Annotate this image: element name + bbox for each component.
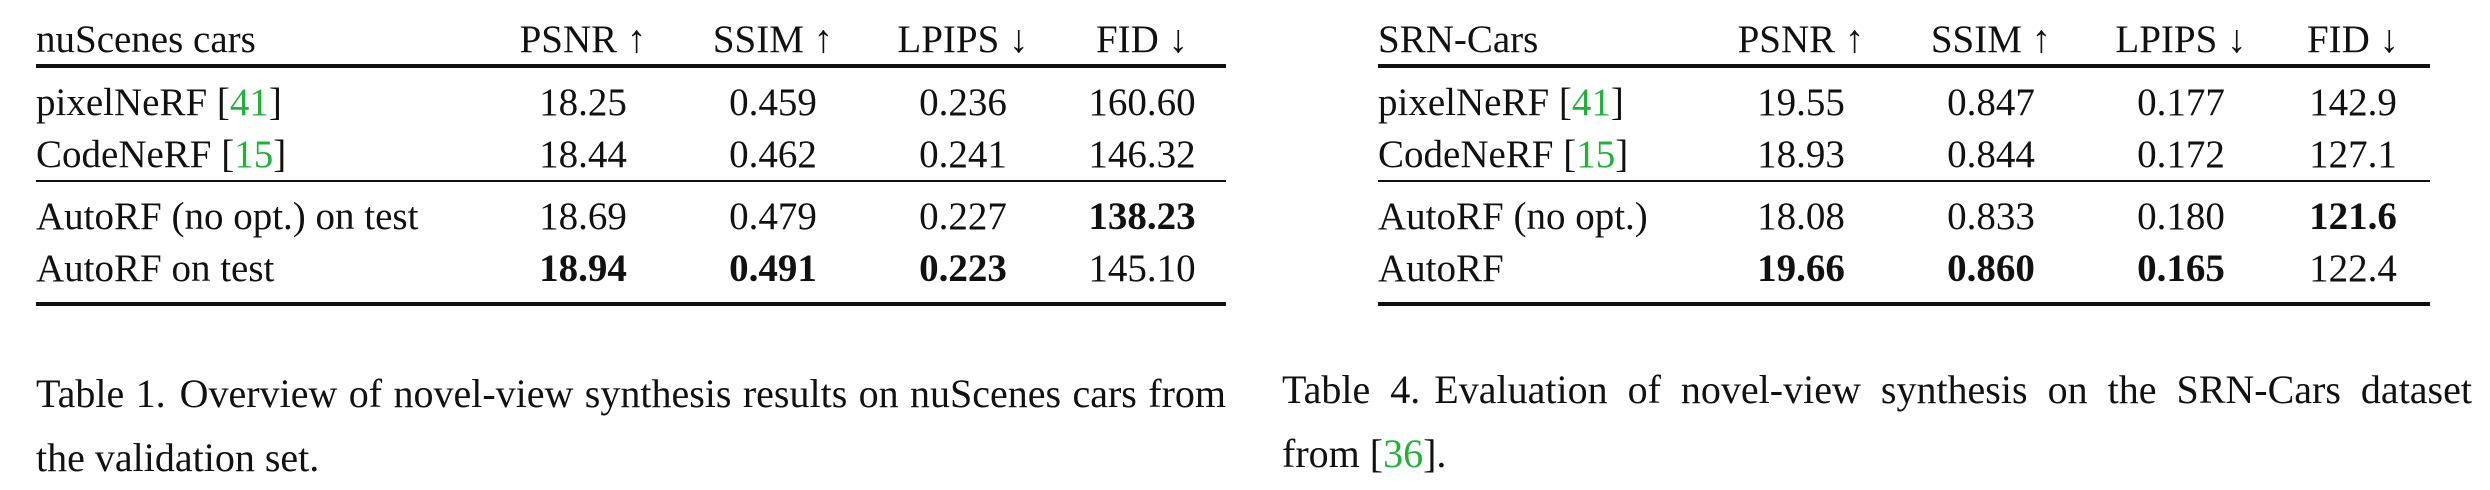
method-name: AutoRF xyxy=(1378,246,1504,290)
method-name: pixelNeRF xyxy=(36,80,208,124)
method-name: AutoRF (no opt.) xyxy=(1378,194,1648,238)
ssim-cell: 0.847 xyxy=(1947,80,2035,124)
ssim-cell: 0.833 xyxy=(1947,194,2035,238)
citation-link[interactable]: 41 xyxy=(229,80,269,124)
method-cell: CodeNeRF [15] xyxy=(36,132,287,176)
ssim-cell: 0.479 xyxy=(729,194,817,238)
lpips-cell: 0.177 xyxy=(2137,80,2225,124)
table-row: CodeNeRF [15] 18.44 0.462 0.241 146.32 xyxy=(36,128,1226,181)
table-header-row: SRN-Cars PSNR ↑ SSIM ↑ LPIPS ↓ FID ↓ xyxy=(1378,14,2430,66)
psnr-cell: 18.44 xyxy=(539,132,627,176)
method-cell: CodeNeRF [15] xyxy=(1378,132,1629,176)
column-header-fid: FID ↓ xyxy=(2306,17,2400,61)
method-name: AutoRF on test xyxy=(36,246,275,290)
fid-cell: 146.32 xyxy=(1088,132,1196,176)
method-cell: pixelNeRF [41] xyxy=(1378,80,1624,124)
lpips-cell: 0.241 xyxy=(919,132,1007,176)
psnr-cell: 18.93 xyxy=(1757,132,1845,176)
fid-cell: 127.1 xyxy=(2309,132,2397,176)
column-header-dataset: nuScenes cars xyxy=(36,17,256,61)
caption-label: Table 1. xyxy=(36,371,166,416)
citation-link[interactable]: 36 xyxy=(1383,431,1424,476)
lpips-cell: 0.172 xyxy=(2137,132,2225,176)
caption-label: Table 4. xyxy=(1282,367,1421,412)
column-header-lpips: LPIPS ↓ xyxy=(2115,17,2247,61)
column-header-dataset: SRN-Cars xyxy=(1378,17,1539,61)
column-header-fid: FID ↓ xyxy=(1095,17,1189,61)
table-1-block: nuScenes cars PSNR ↑ SSIM ↑ LPIPS ↓ FID … xyxy=(36,0,1226,480)
psnr-cell: 19.55 xyxy=(1757,80,1845,124)
table-row: pixelNeRF [41] 18.25 0.459 0.236 160.60 xyxy=(36,66,1226,128)
table-row: AutoRF on test 18.94 0.491 0.223 145.10 xyxy=(36,242,1226,304)
table-row: AutoRF (no opt.) on test 18.69 0.479 0.2… xyxy=(36,181,1226,242)
column-header-psnr: PSNR ↑ xyxy=(519,17,647,61)
table-4: SRN-Cars PSNR ↑ SSIM ↑ LPIPS ↓ FID ↓ pix… xyxy=(1378,14,2430,306)
ssim-cell-best: 0.491 xyxy=(729,246,817,290)
ssim-cell: 0.459 xyxy=(729,80,817,124)
caption-text: Overview of novel-view synthesis results… xyxy=(36,371,1227,480)
table-1-caption: Table 1. Overview of novel-view synthesis… xyxy=(36,362,1226,490)
psnr-cell: 18.25 xyxy=(539,80,627,124)
table-4-caption: Table 4. Evaluation of novel-view synthes… xyxy=(1282,358,2472,486)
fid-cell-best: 121.6 xyxy=(2309,194,2397,238)
psnr-cell-best: 18.94 xyxy=(539,246,627,290)
table-1: nuScenes cars PSNR ↑ SSIM ↑ LPIPS ↓ FID … xyxy=(36,14,1226,306)
method-cell: pixelNeRF [41] xyxy=(36,80,282,124)
table-header-row: nuScenes cars PSNR ↑ SSIM ↑ LPIPS ↓ FID … xyxy=(36,14,1226,66)
caption-text-end: ]. xyxy=(1423,431,1447,476)
table-row: AutoRF (no opt.) 18.08 0.833 0.180 121.6 xyxy=(1378,181,2430,242)
ssim-cell: 0.462 xyxy=(729,132,817,176)
caption-text: Evaluation of novel-view synthesis on th… xyxy=(1282,367,2472,476)
fid-cell: 145.10 xyxy=(1088,246,1196,290)
method-name: CodeNeRF xyxy=(36,132,212,176)
fid-cell: 142.9 xyxy=(2309,80,2397,124)
lpips-cell: 0.227 xyxy=(919,194,1007,238)
column-header-lpips: LPIPS ↓ xyxy=(897,17,1029,61)
ssim-cell: 0.844 xyxy=(1947,132,2035,176)
citation-link[interactable]: 15 xyxy=(1576,132,1616,176)
psnr-cell: 18.69 xyxy=(539,194,627,238)
method-name: pixelNeRF xyxy=(1378,80,1550,124)
fid-cell: 160.60 xyxy=(1088,80,1196,124)
lpips-cell-best: 0.165 xyxy=(2137,246,2225,290)
citation-link[interactable]: 41 xyxy=(1571,80,1611,124)
table-row: AutoRF 19.66 0.860 0.165 122.4 xyxy=(1378,242,2430,304)
citation-link[interactable]: 15 xyxy=(234,132,274,176)
table-4-block: SRN-Cars PSNR ↑ SSIM ↑ LPIPS ↓ FID ↓ pix… xyxy=(1282,0,2472,477)
lpips-cell: 0.236 xyxy=(919,80,1007,124)
psnr-cell: 18.08 xyxy=(1757,194,1845,238)
method-name: CodeNeRF xyxy=(1378,132,1554,176)
fid-cell: 122.4 xyxy=(2309,246,2397,290)
fid-cell-best: 138.23 xyxy=(1088,194,1196,238)
lpips-cell-best: 0.223 xyxy=(919,246,1007,290)
column-header-ssim: SSIM ↑ xyxy=(1930,17,2052,61)
table-row: CodeNeRF [15] 18.93 0.844 0.172 127.1 xyxy=(1378,128,2430,181)
psnr-cell-best: 19.66 xyxy=(1757,246,1845,290)
table-row: pixelNeRF [41] 19.55 0.847 0.177 142.9 xyxy=(1378,66,2430,128)
method-name: AutoRF (no opt.) on test xyxy=(36,194,419,238)
lpips-cell: 0.180 xyxy=(2137,194,2225,238)
column-header-psnr: PSNR ↑ xyxy=(1737,17,1865,61)
column-header-ssim: SSIM ↑ xyxy=(712,17,834,61)
ssim-cell-best: 0.860 xyxy=(1947,246,2035,290)
